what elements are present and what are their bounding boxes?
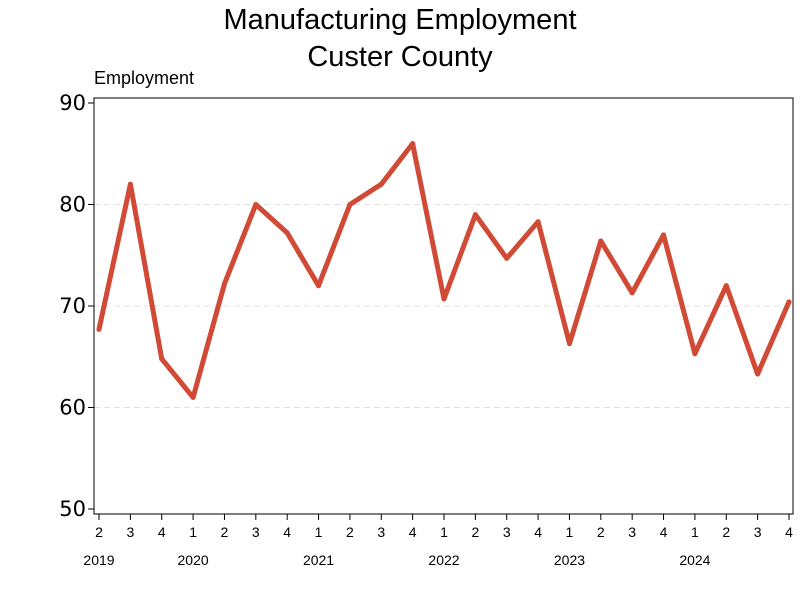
y-axis: 50 60 70 80 90 xyxy=(59,91,94,521)
year-label: 2020 xyxy=(178,552,209,568)
x-tick-label: 2 xyxy=(221,524,229,540)
grid-lines xyxy=(94,204,793,408)
x-tick-label: 3 xyxy=(377,524,385,540)
y-tick-label: 70 xyxy=(59,294,86,318)
year-label: 2022 xyxy=(428,552,459,568)
y-tick-label: 80 xyxy=(59,193,86,217)
y-tick-label: 60 xyxy=(59,396,86,420)
chart-title: Manufacturing Employment xyxy=(223,4,577,36)
data-point xyxy=(221,281,227,287)
x-tick-label: 3 xyxy=(754,524,762,540)
data-point xyxy=(598,238,604,244)
x-tick-label: 1 xyxy=(189,524,197,540)
data-point xyxy=(190,394,196,400)
data-point xyxy=(96,326,102,332)
data-point xyxy=(378,181,384,187)
year-label: 2021 xyxy=(303,552,334,568)
year-label: 2024 xyxy=(679,552,710,568)
data-point xyxy=(661,232,667,238)
x-tick-label: 2 xyxy=(346,524,354,540)
data-point xyxy=(347,202,353,207)
x-tick-label: 3 xyxy=(252,524,260,540)
data-point xyxy=(410,141,416,147)
data-point xyxy=(755,371,761,377)
x-tick-label: 2 xyxy=(597,524,605,540)
data-point xyxy=(441,296,447,302)
x-tick-label: 2 xyxy=(95,524,103,540)
x-tick-label: 1 xyxy=(440,524,448,540)
x-tick-label: 3 xyxy=(628,524,636,540)
data-point xyxy=(253,202,259,207)
x-axis: 2 3 4 1 2 3 4 1 2 3 4 1 2 3 4 1 2 3 4 1 2 3 4 2019 2020 2021 2022 2… xyxy=(83,514,793,568)
x-tick-label: 1 xyxy=(566,524,574,540)
chart-subtitle: Custer County xyxy=(307,41,493,73)
data-point xyxy=(535,219,541,225)
x-tick-label: 1 xyxy=(315,524,323,540)
data-point xyxy=(504,255,510,261)
x-tick-label: 4 xyxy=(660,524,668,540)
year-label: 2019 xyxy=(83,552,114,568)
data-point xyxy=(629,290,635,296)
x-tick-label: 3 xyxy=(503,524,511,540)
data-point xyxy=(566,341,572,347)
x-tick-label: 4 xyxy=(409,524,417,540)
x-tick-label: 3 xyxy=(126,524,134,540)
data-point xyxy=(472,212,478,218)
data-point xyxy=(786,299,792,305)
x-tick-label: 1 xyxy=(691,524,699,540)
data-point xyxy=(127,181,133,187)
series-line xyxy=(96,141,792,400)
data-point xyxy=(159,356,165,362)
y-axis-label: Employment xyxy=(94,68,195,88)
y-tick-label: 50 xyxy=(59,497,86,521)
x-tick-label: 2 xyxy=(722,524,730,540)
data-point xyxy=(316,283,322,289)
x-tick-label: 4 xyxy=(785,524,793,540)
x-tick-label: 4 xyxy=(534,524,542,540)
data-point xyxy=(692,351,698,357)
year-label: 2023 xyxy=(554,552,585,568)
data-point xyxy=(284,230,290,236)
x-tick-label: 4 xyxy=(283,524,291,540)
data-point xyxy=(723,283,729,289)
x-tick-label: 4 xyxy=(158,524,166,540)
x-tick-label: 2 xyxy=(471,524,479,540)
y-tick-label: 90 xyxy=(59,91,86,115)
